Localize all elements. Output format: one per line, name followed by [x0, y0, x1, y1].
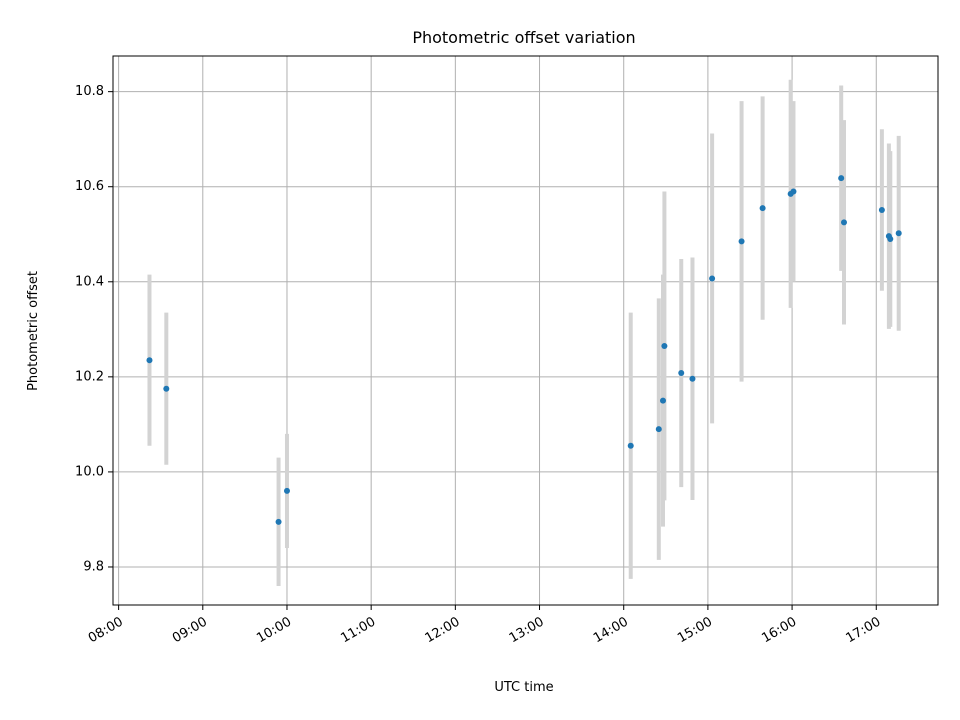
- y-tick-label: 10.0: [75, 464, 104, 479]
- data-point: [655, 426, 662, 433]
- plot-frame: [112, 55, 939, 606]
- y-axis-label: Photometric offset: [26, 271, 41, 391]
- y-tick-label: 10.6: [75, 179, 104, 194]
- data-point: [895, 230, 902, 237]
- grid: [113, 56, 938, 605]
- data-point: [759, 205, 766, 212]
- data-points: [146, 175, 902, 525]
- x-axis-label: UTC time: [494, 680, 553, 695]
- data-point: [790, 188, 797, 195]
- chart-title: Photometric offset variation: [412, 28, 635, 47]
- y-tick-label: 10.4: [75, 274, 104, 289]
- y-tick-label: 9.8: [83, 559, 104, 574]
- data-point: [840, 219, 847, 226]
- data-point: [627, 442, 634, 449]
- data-point: [709, 275, 716, 282]
- data-point: [163, 385, 170, 392]
- data-point: [689, 375, 696, 382]
- data-point: [887, 236, 894, 242]
- data-point: [678, 370, 685, 377]
- y-tick-label: 10.2: [75, 369, 104, 384]
- data-point: [738, 238, 745, 245]
- data-point: [146, 357, 153, 364]
- data-point: [275, 518, 282, 525]
- y-tick-label: 10.8: [75, 84, 104, 99]
- data-point: [660, 397, 666, 404]
- data-point: [838, 175, 845, 182]
- y-axis: 9.8 10.0 10.2 10.4 10.6 10.8: [75, 84, 113, 574]
- data-point: [283, 487, 290, 494]
- data-point: [661, 342, 668, 349]
- data-point: [878, 207, 885, 214]
